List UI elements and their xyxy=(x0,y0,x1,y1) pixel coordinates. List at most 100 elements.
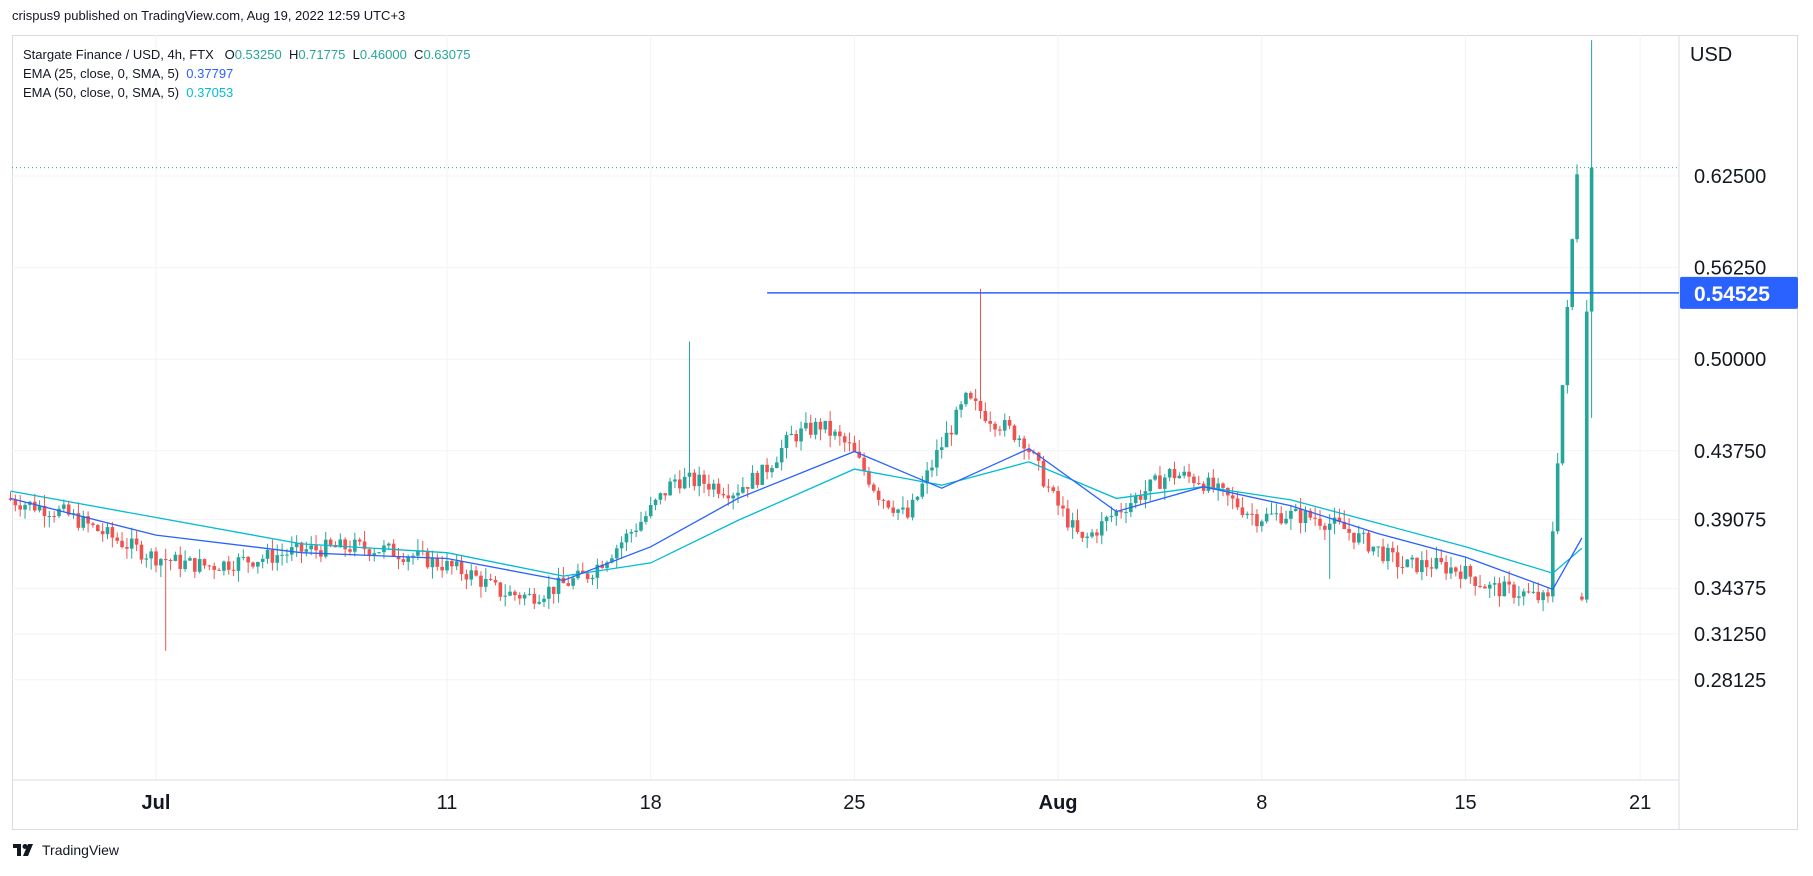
candle-body-up xyxy=(1090,532,1094,537)
candle-body-up xyxy=(1206,477,1211,491)
candle-body-up xyxy=(304,549,309,552)
candle-body-down xyxy=(464,574,469,580)
ema25-row[interactable]: EMA (25, close, 0, SMA, 5) 0.37797 xyxy=(23,64,470,83)
candle-body-down xyxy=(857,451,862,458)
candle-body-down xyxy=(1512,584,1516,598)
ema-lines xyxy=(10,447,1583,591)
candle-body-up xyxy=(1216,483,1220,490)
candle-body-up xyxy=(1143,491,1148,500)
candle-body-down xyxy=(139,544,144,560)
candle-body-down xyxy=(969,392,973,399)
candle-body-down xyxy=(852,442,857,452)
candle-body-down xyxy=(702,474,706,484)
candle-body-down xyxy=(8,498,13,500)
candle-body-up xyxy=(275,555,280,563)
candle-body-up xyxy=(197,559,202,572)
candle-body-up xyxy=(901,507,905,510)
candle-body-down xyxy=(425,550,430,568)
candle-body-up xyxy=(23,504,27,510)
candle-body-up xyxy=(222,561,226,571)
candle-body-down xyxy=(134,538,139,545)
candle-body-up xyxy=(454,561,459,567)
candle-body-up xyxy=(1555,463,1560,532)
candle-body-down xyxy=(498,582,503,597)
candle-body-down xyxy=(246,556,250,563)
chart-grid xyxy=(12,35,1679,780)
candle-body-up xyxy=(682,476,687,489)
candle-body-up xyxy=(1502,581,1507,597)
ema25-label: EMA (25, close, 0, SMA, 5) xyxy=(23,66,180,81)
candle-body-down xyxy=(1187,471,1191,477)
candle-body-up xyxy=(789,433,794,436)
footer-brand[interactable]: TradingView xyxy=(12,842,119,858)
time-tick-label: Aug xyxy=(1039,792,1078,814)
candle-body-up xyxy=(687,472,692,477)
candle-body-up xyxy=(105,527,110,535)
candle-body-up xyxy=(323,539,328,557)
candle-body-up xyxy=(1109,515,1114,518)
candle-body-down xyxy=(1279,513,1283,524)
candle-body-up xyxy=(1153,475,1157,480)
candle-body-down xyxy=(1381,546,1385,562)
candle-body-down xyxy=(91,523,95,526)
candle-body-down xyxy=(1415,557,1419,573)
candle-body-up xyxy=(265,549,270,559)
candle-body-up xyxy=(1551,531,1555,597)
candle-body-down xyxy=(1007,420,1012,426)
candle-body-up xyxy=(639,521,643,531)
candle-body-up xyxy=(62,504,66,509)
candle-body-down xyxy=(600,564,604,568)
key-level xyxy=(12,167,1679,294)
candle-body-up xyxy=(750,472,755,489)
candle-body-down xyxy=(42,505,47,517)
candle-body-down xyxy=(435,557,440,567)
time-tick-label: Jul xyxy=(142,792,171,814)
candle-body-up xyxy=(629,532,634,534)
candle-body-up xyxy=(1104,517,1109,522)
candle-body-down xyxy=(1546,592,1550,597)
candle-body-down xyxy=(1240,507,1245,515)
candle-body-down xyxy=(1323,525,1327,530)
candle-body-down xyxy=(905,507,910,518)
candle-body-down xyxy=(1507,581,1511,585)
candle-body-up xyxy=(1148,479,1153,492)
candle-body-up xyxy=(697,474,701,487)
candle-body-down xyxy=(993,423,997,430)
candle-body-down xyxy=(794,433,798,442)
candle-body-up xyxy=(1386,547,1390,562)
candle-body-down xyxy=(585,573,590,580)
candle-body-up xyxy=(47,516,52,518)
close-value: 0.63075 xyxy=(423,47,471,62)
candle-body-down xyxy=(1221,483,1225,488)
low-label: L xyxy=(352,47,360,62)
candle-body-up xyxy=(1332,517,1337,524)
ema50-row[interactable]: EMA (50, close, 0, SMA, 5) 0.37053 xyxy=(23,83,470,102)
chart-frame[interactable] xyxy=(12,35,1798,830)
candle-body-down xyxy=(867,471,871,485)
candle-body-down xyxy=(949,432,954,435)
candle-body-down xyxy=(231,569,236,571)
candle-body-up xyxy=(183,560,187,569)
candle-body-down xyxy=(226,561,231,570)
candle-body-up xyxy=(731,495,735,499)
candle-body-up xyxy=(508,591,512,596)
candle-body-up xyxy=(309,545,313,550)
close-label: C xyxy=(414,47,424,62)
candle-body-up xyxy=(377,552,381,554)
candle-body-down xyxy=(745,487,750,489)
candle-body-up xyxy=(387,543,391,546)
candle-body-up xyxy=(542,598,546,602)
candle-body-up xyxy=(634,530,638,533)
candle-body-up xyxy=(964,392,968,405)
currency-label[interactable]: USD xyxy=(1690,44,1733,66)
candle-body-up xyxy=(1269,513,1274,515)
candle-body-up xyxy=(930,467,934,471)
price-tick-label: 0.50000 xyxy=(1694,349,1766,371)
footer-brand-label: TradingView xyxy=(42,842,120,858)
candle-body-up xyxy=(445,560,449,571)
candle-body-down xyxy=(1041,460,1046,487)
candle-body-up xyxy=(939,447,944,451)
candle-body-up xyxy=(1420,560,1424,573)
candle-body-down xyxy=(808,422,813,435)
